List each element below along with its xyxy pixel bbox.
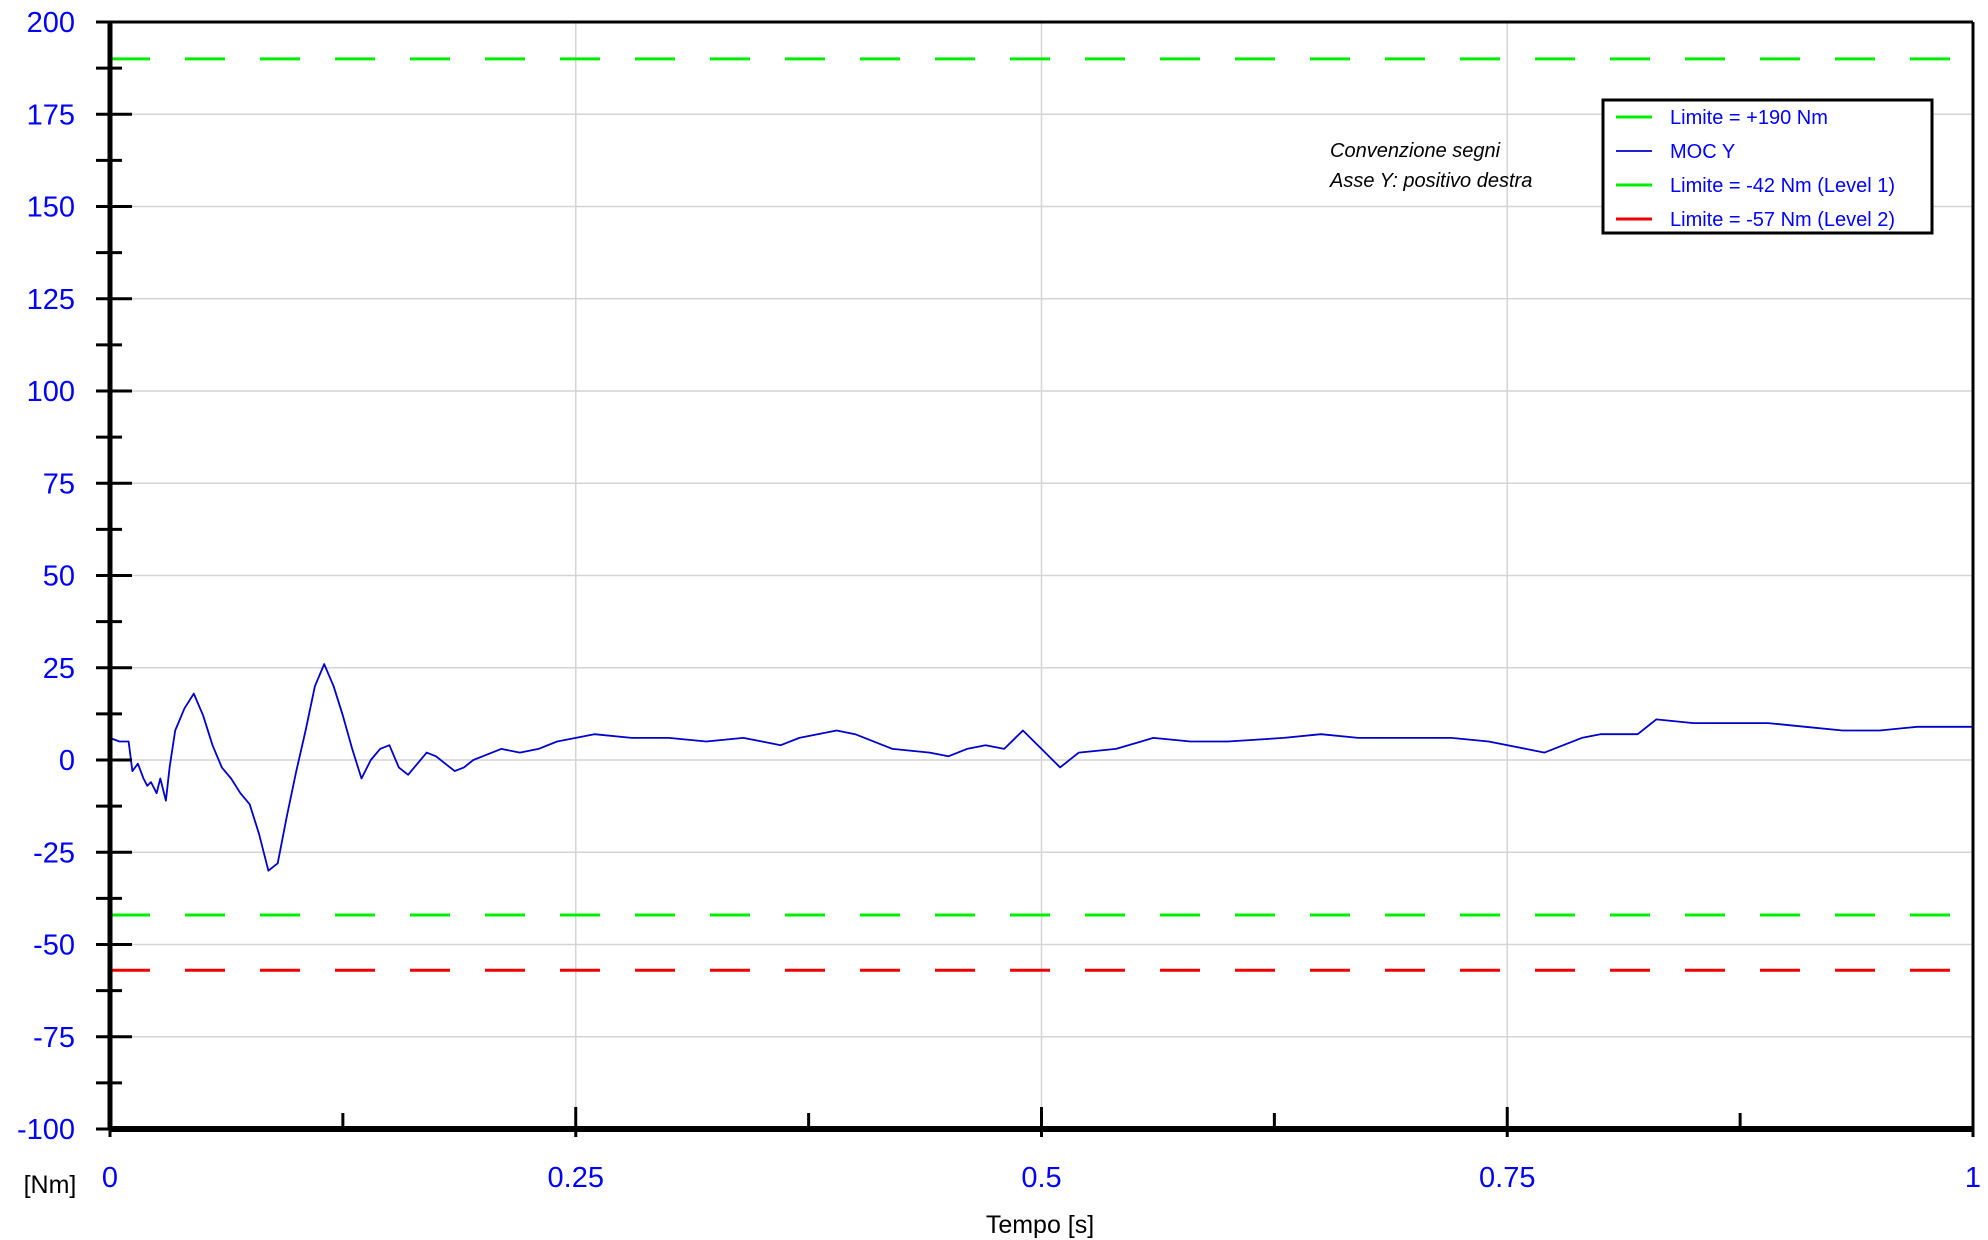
- x-tick-label: 0.75: [1479, 1162, 1535, 1194]
- series-line-moc-y: [109, 663, 1973, 872]
- annotation-line-2: Asse Y: positivo destra: [1329, 170, 1532, 192]
- y-tick-label: -100: [17, 1114, 75, 1146]
- x-axis-title: Tempo [s]: [986, 1211, 1094, 1239]
- axes: [96, 20, 1975, 1137]
- y-tick-label: -25: [33, 837, 75, 869]
- x-tick-label: 0.5: [1021, 1162, 1061, 1194]
- legend-box: [1601, 98, 1934, 235]
- limit-lines: [110, 57, 1973, 972]
- legend-label: Limite = -57 Nm (Level 2): [1670, 209, 1895, 231]
- y-tick-label: 100: [27, 376, 75, 408]
- y-tick-label: -75: [33, 1022, 75, 1054]
- y-tick-label: 25: [43, 653, 75, 685]
- annotation-line-1: Convenzione segni: [1330, 140, 1501, 162]
- x-tick-label: 1: [1965, 1162, 1981, 1194]
- y-axis-title: [Nm]: [24, 1171, 77, 1199]
- y-tick-label: -50: [33, 930, 75, 962]
- y-tick-label: 200: [27, 7, 75, 39]
- x-tick-label: 0.25: [548, 1162, 604, 1194]
- y-tick-label: 125: [27, 284, 75, 316]
- legend-label: Limite = +190 Nm: [1670, 107, 1828, 129]
- y-tick-label: 0: [59, 745, 75, 777]
- legend-label: MOC Y: [1670, 141, 1735, 163]
- y-tick-label: 150: [27, 192, 75, 224]
- y-tick-label: 50: [43, 561, 75, 593]
- x-tick-label: 0: [102, 1162, 118, 1194]
- legend: Limite = +190 Nm MOC Y Limite = -42 Nm (Le…: [1601, 98, 1934, 235]
- y-tick-label: 75: [43, 468, 75, 500]
- legend-label: Limite = -42 Nm (Level 1): [1670, 175, 1895, 197]
- tick-labels: 200 175 150 125 100 75 50 25 0 -25 -50 -75 -100 0 0.25…: [17, 7, 1981, 1194]
- data-series: [109, 663, 1973, 872]
- y-tick-label: 175: [27, 99, 75, 131]
